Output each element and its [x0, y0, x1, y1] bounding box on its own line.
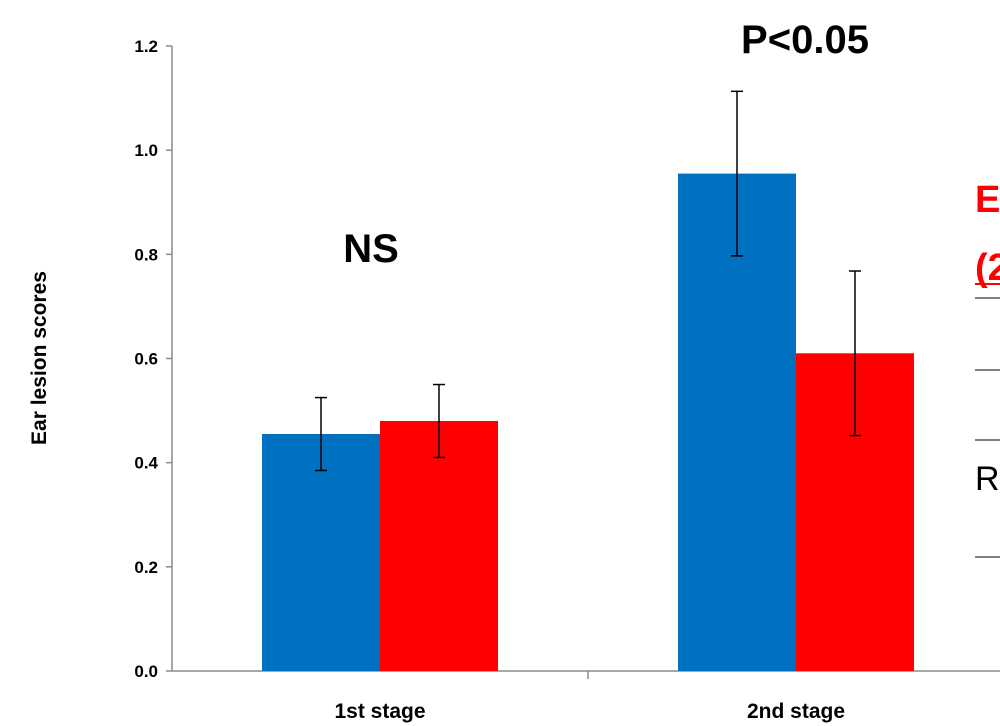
error-bars [315, 90, 861, 472]
side-panel-heading-line1: E [975, 179, 1000, 221]
side-panel-heading-line2: (2 [975, 247, 1000, 289]
bar-1-2 [380, 421, 498, 671]
y-tick-label: 0.2 [134, 558, 158, 577]
y-axis-title: Ear lesion scores [28, 271, 51, 445]
x-tick-label-2nd-stage: 2nd stage [747, 700, 845, 723]
bars [262, 173, 914, 671]
y-tick-label: 0.0 [134, 662, 158, 681]
x-tick-label-1st-stage: 1st stage [334, 700, 425, 723]
y-tick-label: 1.2 [134, 37, 158, 56]
y-tick-label: 0.4 [134, 454, 158, 473]
annotation-p-value: P<0.05 [741, 18, 869, 62]
y-tick-label: 0.8 [134, 245, 158, 264]
side-panel-row-text: R [975, 460, 1000, 498]
y-tick-label: 1.0 [134, 141, 158, 160]
side-panel: E (2 R [975, 179, 1000, 558]
y-tick-label: 0.6 [134, 350, 158, 369]
bar-1-1 [262, 434, 380, 671]
annotation-ns: NS [343, 227, 399, 271]
y-axis-ticks: 0.0 0.2 0.4 0.6 0.8 1.0 1.2 [134, 37, 172, 681]
